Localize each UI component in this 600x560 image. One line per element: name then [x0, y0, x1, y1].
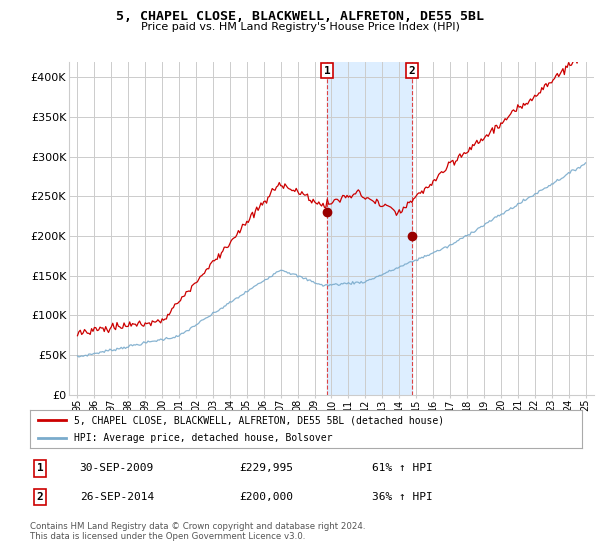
Text: 2: 2	[37, 492, 43, 502]
Text: 5, CHAPEL CLOSE, BLACKWELL, ALFRETON, DE55 5BL (detached house): 5, CHAPEL CLOSE, BLACKWELL, ALFRETON, DE…	[74, 415, 444, 425]
Text: 1: 1	[324, 66, 331, 76]
Text: 5, CHAPEL CLOSE, BLACKWELL, ALFRETON, DE55 5BL: 5, CHAPEL CLOSE, BLACKWELL, ALFRETON, DE…	[116, 10, 484, 23]
Text: 1: 1	[37, 464, 43, 473]
Text: £200,000: £200,000	[240, 492, 294, 502]
Text: 2: 2	[409, 66, 415, 76]
Text: 26-SEP-2014: 26-SEP-2014	[80, 492, 154, 502]
Text: £229,995: £229,995	[240, 464, 294, 473]
Text: HPI: Average price, detached house, Bolsover: HPI: Average price, detached house, Bols…	[74, 433, 332, 443]
Text: Contains HM Land Registry data © Crown copyright and database right 2024.
This d: Contains HM Land Registry data © Crown c…	[30, 522, 365, 542]
Text: 36% ↑ HPI: 36% ↑ HPI	[372, 492, 433, 502]
Bar	[327, 62, 412, 395]
Text: 30-SEP-2009: 30-SEP-2009	[80, 464, 154, 473]
Text: Price paid vs. HM Land Registry's House Price Index (HPI): Price paid vs. HM Land Registry's House …	[140, 22, 460, 32]
Text: 61% ↑ HPI: 61% ↑ HPI	[372, 464, 433, 473]
